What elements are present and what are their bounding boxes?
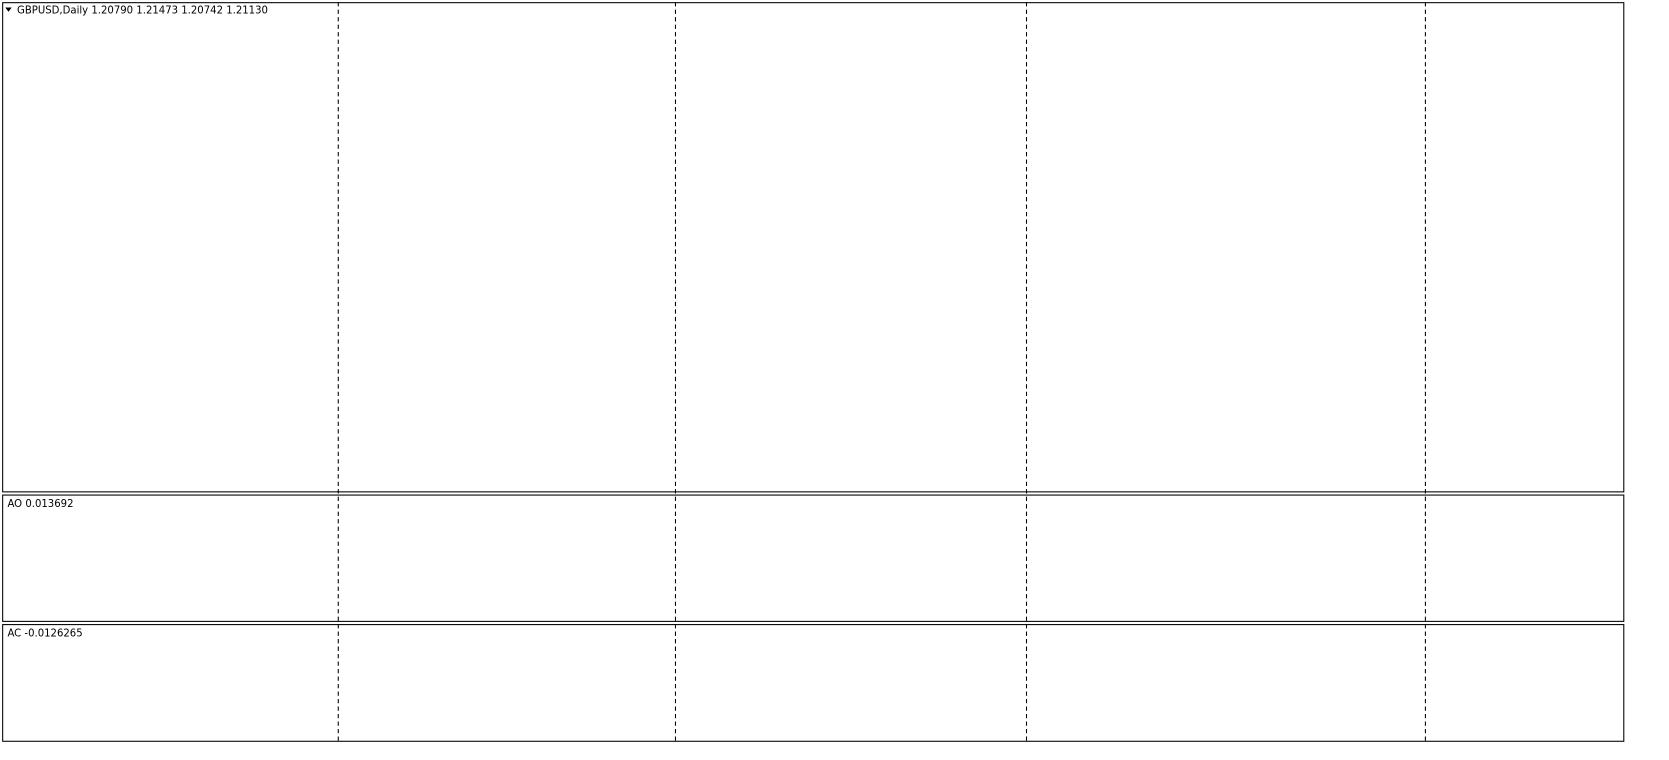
ao-panel-frame (2, 494, 1625, 622)
ac-panel-frame (2, 624, 1625, 742)
ac-title: AC -0.0126265 (7, 629, 82, 640)
period-separators (337, 2, 1426, 742)
main-panel-frame (2, 2, 1625, 493)
ao-title: AO 0.013692 (7, 499, 73, 510)
chart-title: GBPUSD,Daily 1.20790 1.21473 1.20742 1.2… (17, 6, 268, 17)
collapse-triangle (5, 7, 12, 12)
